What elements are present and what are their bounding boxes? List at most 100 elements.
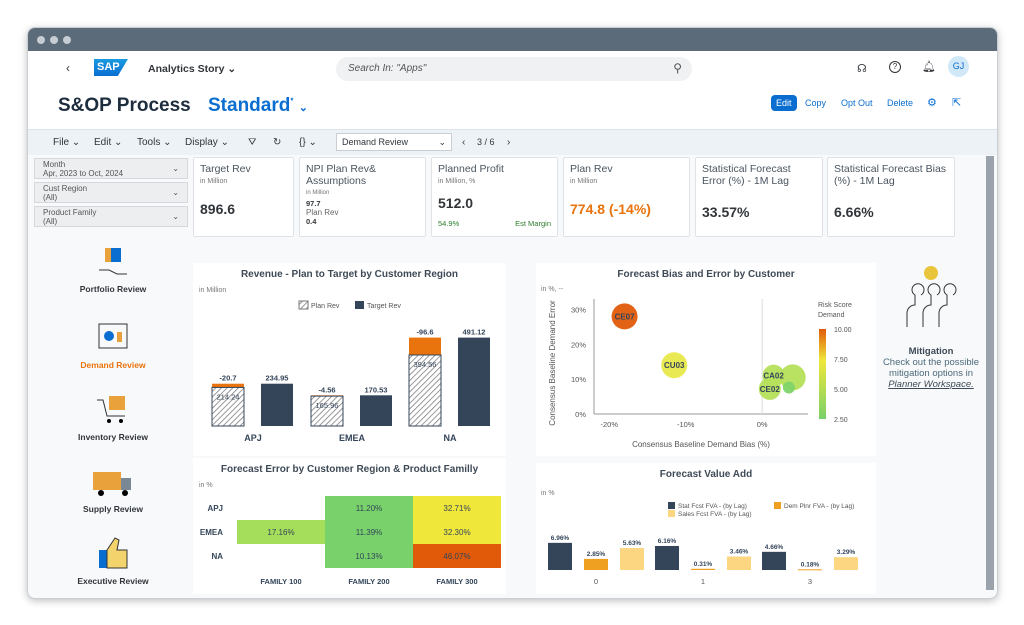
prev-page-icon[interactable]: ‹ <box>462 137 466 148</box>
bar-label: 0.18% <box>801 561 820 568</box>
bar-label: 6.16% <box>658 538 677 545</box>
kpi-plan-rev[interactable]: Plan Rev in Million 774.8 (-14%) <box>563 157 690 237</box>
avatar[interactable]: GJ <box>948 56 969 77</box>
target-label: 491.12 <box>463 328 486 337</box>
page-select[interactable]: Demand Review ⌄ <box>336 133 452 151</box>
kpi-target-rev[interactable]: Target Rev in Million 896.6 <box>193 157 294 237</box>
cell-label: 32.30% <box>443 528 470 537</box>
nav-demand-review[interactable]: Demand Review <box>58 320 168 370</box>
copy-button[interactable]: Copy <box>805 98 827 108</box>
nav-executive-review[interactable]: Executive Review <box>58 534 168 586</box>
settings-icon[interactable]: ⚙ <box>927 97 937 109</box>
filter-cust-region[interactable]: Cust Region (All) ⌄ <box>34 182 188 203</box>
target-bar <box>360 395 392 426</box>
cell-label: 11.20% <box>356 504 383 513</box>
menu-edit[interactable]: Edit ⌄ <box>94 137 123 148</box>
filter-month[interactable]: Month Apr, 2023 to Oct, 2024 ⌄ <box>34 158 188 179</box>
gap-label: -20.7 <box>219 374 236 383</box>
truck-icon <box>93 472 131 496</box>
delete-button[interactable]: Delete <box>887 98 914 108</box>
page-indicator: 3 / 6 <box>477 137 495 147</box>
variant-name: Standard <box>208 95 291 116</box>
gap-bar <box>409 337 441 355</box>
row-label: EMEA <box>200 528 223 537</box>
gap-label: -4.56 <box>318 385 335 394</box>
column-label: FAMILY 100 <box>260 577 301 586</box>
refresh-icon[interactable]: ↻ <box>273 137 282 148</box>
window-dot[interactable] <box>50 36 58 44</box>
kpi-forecast-bias[interactable]: Statistical Forecast Bias (%) - 1M Lag 6.… <box>827 157 955 237</box>
chart-unit: in %, -- <box>541 286 564 293</box>
mitigation-text: Check out the possible mitigation option… <box>882 357 980 379</box>
legend-title: Demand <box>818 312 845 319</box>
search-placeholder: Search In: "Apps" <box>348 63 427 74</box>
fva-bar <box>727 556 751 570</box>
browser-window: ‹ SAP Analytics Story ⌄ Search In: "Apps… <box>27 27 998 599</box>
chart-title: Forecast Bias and Error by Customer <box>617 269 795 280</box>
app-title[interactable]: Analytics Story ⌄ <box>148 63 236 75</box>
heatmap-chart: APJ 11.20% 32.71% EMEA 17.16% 11.39% 32.30% NA 1… <box>200 496 501 586</box>
kpi-sub: in Million <box>306 190 330 196</box>
page-select-value: Demand Review <box>342 137 409 147</box>
variables-icon[interactable]: {} ⌄ <box>299 137 317 148</box>
kpi-npi[interactable]: NPI Plan Rev& Assumptions in Million 97.7 P… <box>299 157 426 237</box>
edit-button[interactable]: Edit <box>771 95 797 111</box>
variant-select[interactable]: Standard* ⌄ <box>208 95 308 117</box>
back-icon[interactable]: ‹ <box>66 61 70 75</box>
kpi-title: Planned Profit <box>438 163 504 175</box>
column-label: FAMILY 200 <box>348 577 389 586</box>
cell-label: 46.07% <box>443 552 470 561</box>
fva-bar <box>691 568 715 570</box>
legend-swatch <box>668 510 675 517</box>
window-dot[interactable] <box>37 36 45 44</box>
menu-display[interactable]: Display ⌄ <box>185 137 229 148</box>
kpi-title: Target Rev <box>200 163 251 175</box>
planner-workspace-link[interactable]: Planner Workspace. <box>888 379 974 390</box>
bubble-label: CE02 <box>760 385 781 394</box>
legend-colorbar <box>819 329 826 419</box>
scrollbar[interactable] <box>986 156 994 590</box>
help-icon[interactable]: ? <box>889 61 901 73</box>
people-icon <box>906 266 957 327</box>
kpi-title: NPI Plan Rev& Assumptions <box>306 163 377 187</box>
fva-panel: Forecast Value Add in % Stat Fcst FVA - … <box>536 463 876 594</box>
next-page-icon[interactable]: › <box>507 137 511 148</box>
fva-bar <box>584 558 608 570</box>
kpi-forecast-error[interactable]: Statistical Forecast Error (%) - 1M Lag 3… <box>695 157 823 237</box>
window-dot[interactable] <box>63 36 71 44</box>
cell-label: 32.71% <box>443 504 470 513</box>
legend-label: Dem Plnr FVA - (by Lag) <box>784 503 854 510</box>
heat-cell <box>237 520 325 544</box>
fva-bar <box>798 569 822 571</box>
search-input[interactable]: Search In: "Apps" ⚲ <box>336 57 692 81</box>
bell-icon[interactable]: 🔔︎ <box>922 61 936 73</box>
plan-bar <box>310 395 344 427</box>
search-icon[interactable]: ⚲ <box>673 61 682 75</box>
filter-icon[interactable]: ⛛ <box>248 137 257 148</box>
filter-product-family[interactable]: Product Family (All) ⌄ <box>34 206 188 227</box>
menu-tools[interactable]: Tools ⌄ <box>137 137 172 148</box>
kpi-value: 512.0 <box>438 195 474 211</box>
legend-label: Target Rev <box>367 303 401 310</box>
modified-mark: * <box>290 96 294 106</box>
legend-swatch-target <box>355 301 364 309</box>
share-icon[interactable]: ⇱ <box>952 97 962 109</box>
x-tick-label: 0% <box>757 420 768 429</box>
mitigation-panel: Mitigation Check out the possible mitiga… <box>881 263 981 390</box>
category-label: APJ <box>244 433 262 443</box>
legend-tick: 7.50 <box>834 357 848 364</box>
menu-file[interactable]: File ⌄ <box>53 137 81 148</box>
nav-portfolio-review[interactable]: Portfolio Review <box>58 244 168 294</box>
tablet-chart-icon <box>98 323 128 349</box>
fva-bar <box>762 551 786 570</box>
headset-icon[interactable]: ☊ <box>857 63 867 75</box>
opt-out-button[interactable]: Opt Out <box>841 98 873 108</box>
story-toolbar: File ⌄ Edit ⌄ Tools ⌄ Display ⌄ ⛛ ↻ {} ⌄… <box>28 129 997 155</box>
nav-supply-review[interactable]: Supply Review <box>58 464 168 514</box>
kpi-sub: in Million <box>200 178 228 185</box>
column-label: FAMILY 300 <box>436 577 477 586</box>
bubble-label: CU03 <box>664 361 685 370</box>
nav-inventory-review[interactable]: Inventory Review <box>58 392 168 442</box>
kpi-delta: (-14%) <box>608 201 651 217</box>
kpi-planned-profit[interactable]: Planned Profit in Million, % 512.0 54.9% Est… <box>431 157 558 237</box>
